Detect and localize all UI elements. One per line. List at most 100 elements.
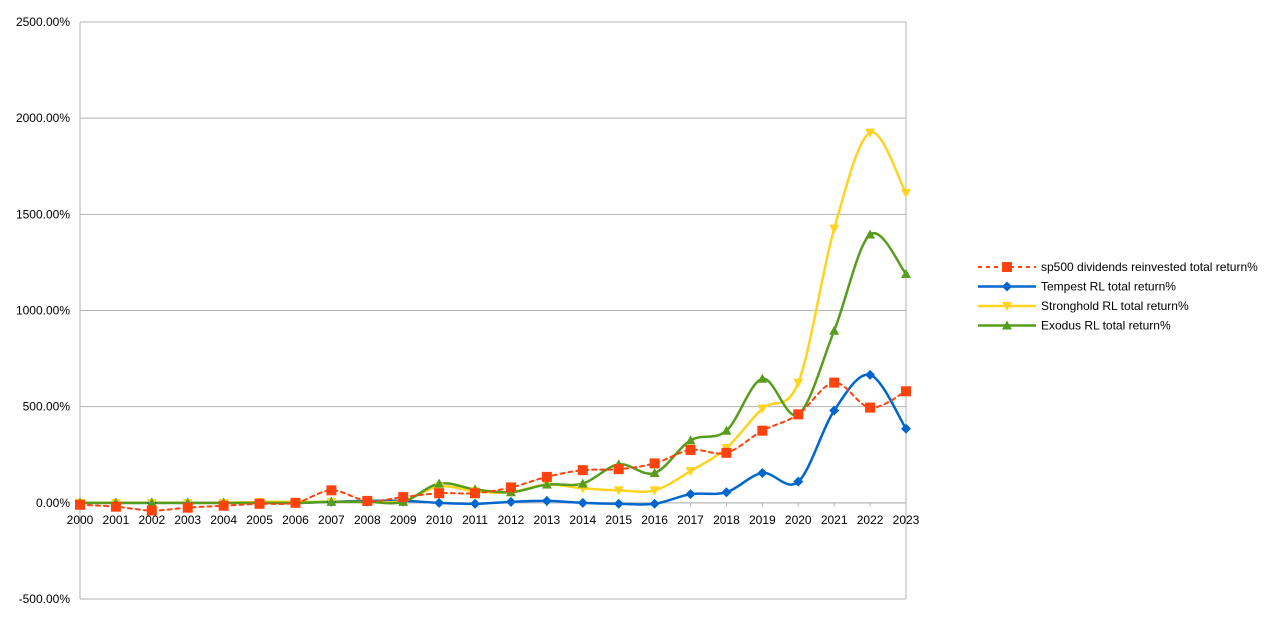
series-line-2 (78, 131, 908, 505)
data-point (721, 425, 732, 435)
x-tick-label: 2019 (749, 513, 776, 527)
data-point (829, 377, 840, 388)
data-point (541, 471, 552, 482)
data-point (470, 498, 481, 509)
data-point (505, 482, 516, 493)
data-point (865, 229, 876, 239)
data-point (793, 476, 804, 487)
y-tick-label: 1000.00% (16, 304, 70, 318)
data-point (829, 224, 840, 234)
y-tick-label: 2000.00% (16, 111, 70, 125)
x-tick-label: 2003 (174, 513, 201, 527)
y-tick-label: -500.00% (19, 592, 71, 606)
data-point (362, 495, 373, 506)
data-point (793, 378, 804, 388)
data-point (757, 468, 768, 479)
data-point (326, 485, 337, 496)
data-point (577, 497, 588, 508)
data-point (829, 325, 840, 335)
data-point (434, 478, 445, 488)
data-point (685, 435, 696, 445)
data-point (613, 464, 624, 475)
legend-marker (1002, 262, 1012, 272)
x-tick-label: 2022 (857, 513, 884, 527)
data-point (721, 447, 732, 458)
x-tick-label: 2021 (821, 513, 848, 527)
data-point (865, 402, 876, 413)
data-point (398, 492, 409, 503)
legend-label: Tempest RL total return% (1041, 280, 1176, 294)
legend-marker (1002, 320, 1012, 330)
data-point (577, 465, 588, 476)
x-tick-label: 2014 (569, 513, 596, 527)
data-point (901, 386, 911, 397)
series-line-3 (78, 231, 908, 505)
data-point (613, 498, 624, 509)
data-point (541, 479, 552, 489)
legend-marker (1002, 281, 1012, 292)
data-point (649, 458, 660, 469)
x-tick-label: 2017 (677, 513, 704, 527)
x-tick-label: 2020 (785, 513, 812, 527)
data-point (505, 496, 516, 507)
legend-label: sp500 dividends reinvested total return% (1041, 260, 1258, 274)
data-point (757, 373, 768, 383)
data-point (434, 497, 445, 508)
data-point (110, 501, 121, 512)
y-axis-tick-labels: -500.00% 0.00% 500.00% 1000.00% 1500.00% 2000… (16, 15, 70, 606)
x-tick-label: 2018 (713, 513, 740, 527)
y-tick-label: 2500.00% (16, 15, 70, 29)
x-tick-label: 2013 (534, 513, 561, 527)
data-point (470, 488, 481, 499)
data-point (793, 409, 804, 420)
gridlines (80, 21, 906, 600)
y-tick-label: 500.00% (23, 400, 71, 414)
data-point (290, 497, 301, 508)
y-tick-label: 1500.00% (16, 207, 70, 221)
data-point (146, 497, 157, 507)
legend-marker (1002, 302, 1012, 311)
x-tick-label: 2010 (426, 513, 453, 527)
legend-label: Stronghold RL total return% (1041, 299, 1189, 313)
data-point (757, 404, 768, 414)
x-tick-label: 2005 (246, 513, 273, 527)
data-point (541, 495, 552, 506)
legend: sp500 dividends reinvested total return%… (978, 260, 1258, 333)
data-point (685, 489, 696, 500)
series-lines (78, 131, 908, 512)
data-point (254, 498, 265, 509)
data-point (685, 444, 696, 455)
data-point (326, 496, 337, 506)
data-point (218, 500, 229, 511)
x-tick-label: 2006 (282, 513, 309, 527)
data-point (75, 499, 85, 510)
data-point (434, 488, 445, 499)
data-point (865, 369, 876, 380)
data-point (182, 502, 193, 513)
x-tick-label: 2023 (893, 513, 920, 527)
series-markers (75, 128, 911, 516)
data-point (649, 468, 660, 478)
data-point (757, 425, 768, 436)
x-tick-label: 2008 (354, 513, 381, 527)
x-tick-label: 2004 (210, 513, 237, 527)
data-point (829, 405, 840, 416)
data-point (721, 487, 732, 498)
x-tick-label: 2015 (605, 513, 632, 527)
data-point (577, 478, 588, 488)
data-point (901, 268, 911, 278)
y-tick-label: 0.00% (36, 496, 70, 510)
x-tick-label: 2016 (641, 513, 668, 527)
x-tick-label: 2009 (390, 513, 417, 527)
data-point (649, 498, 660, 509)
x-axis-tick-labels: 2000 2001 2002 2003 2004 2005 2006 2007 2008 2009… (67, 513, 920, 527)
data-point (146, 505, 157, 516)
x-tick-label: 2007 (318, 513, 345, 527)
x-tick-label: 2001 (103, 513, 130, 527)
data-point (685, 467, 696, 477)
data-point (865, 128, 876, 138)
data-point (901, 423, 911, 434)
legend-label: Exodus RL total return% (1041, 319, 1171, 333)
x-tick-label: 2011 (462, 513, 488, 527)
